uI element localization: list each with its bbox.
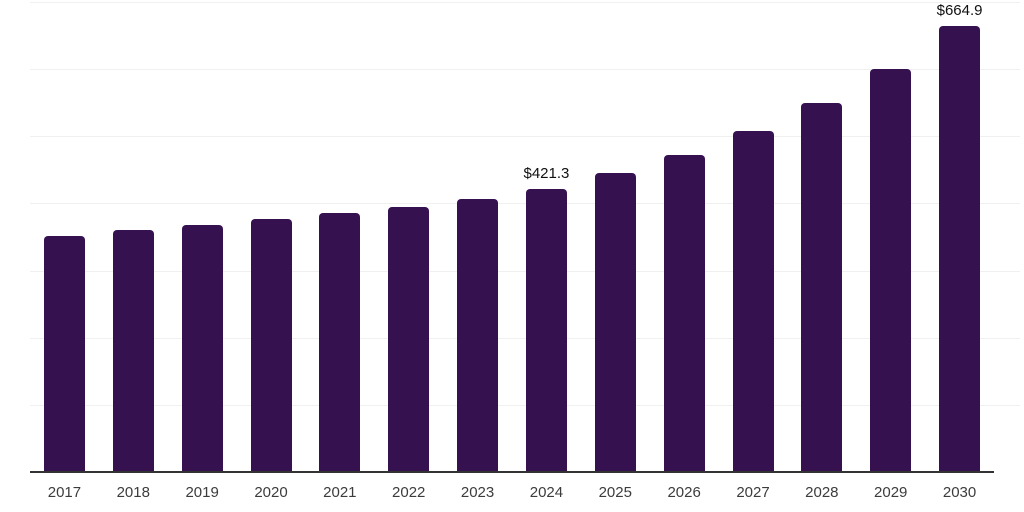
- bar-2028[interactable]: [801, 102, 843, 472]
- x-tick-label-2030: 2030: [942, 484, 977, 501]
- bar-2019[interactable]: [181, 224, 223, 472]
- bar-2023[interactable]: [457, 199, 499, 472]
- bar-2025[interactable]: [594, 173, 636, 472]
- x-tick-label-2024: 2024: [529, 484, 564, 501]
- bar-2027[interactable]: [732, 130, 774, 472]
- x-tick-label-2023: 2023: [460, 484, 495, 501]
- bar-2020[interactable]: [250, 219, 292, 472]
- bar-2026[interactable]: [663, 154, 705, 472]
- gridline: [30, 2, 1020, 3]
- bar-2017[interactable]: [43, 235, 85, 472]
- bar-2030[interactable]: [939, 25, 981, 472]
- bar-2024[interactable]: [525, 189, 567, 472]
- x-tick-label-2028: 2028: [805, 484, 839, 501]
- gridline: [30, 271, 1020, 272]
- gridline: [30, 338, 1020, 339]
- x-tick-label-2022: 2022: [392, 484, 426, 501]
- bar-2029[interactable]: [870, 68, 912, 472]
- gridline: [30, 405, 1020, 406]
- gridline: [30, 69, 1020, 70]
- gridline: [30, 136, 1020, 137]
- x-tick-label-2029: 2029: [874, 484, 908, 501]
- x-tick-label-2020: 2020: [254, 484, 288, 501]
- bar-2018[interactable]: [112, 230, 154, 472]
- x-tick-label-2027: 2027: [736, 484, 770, 501]
- x-tick-label-2025: 2025: [598, 484, 632, 501]
- x-tick-label-2026: 2026: [667, 484, 701, 501]
- bar-value-label-2024: $421.3: [523, 165, 570, 183]
- x-tick-label-2018: 2018: [116, 484, 150, 501]
- x-tick-label-2019: 2019: [185, 484, 219, 501]
- bar-value-label-2030: $664.9: [936, 1, 983, 19]
- x-tick-label-2017: 2017: [47, 484, 82, 501]
- bar-2022[interactable]: [388, 206, 430, 472]
- bar-2021[interactable]: [319, 213, 361, 472]
- x-tick-label-2021: 2021: [323, 484, 357, 501]
- x-axis-line: [30, 471, 994, 473]
- gridline: [30, 203, 1020, 204]
